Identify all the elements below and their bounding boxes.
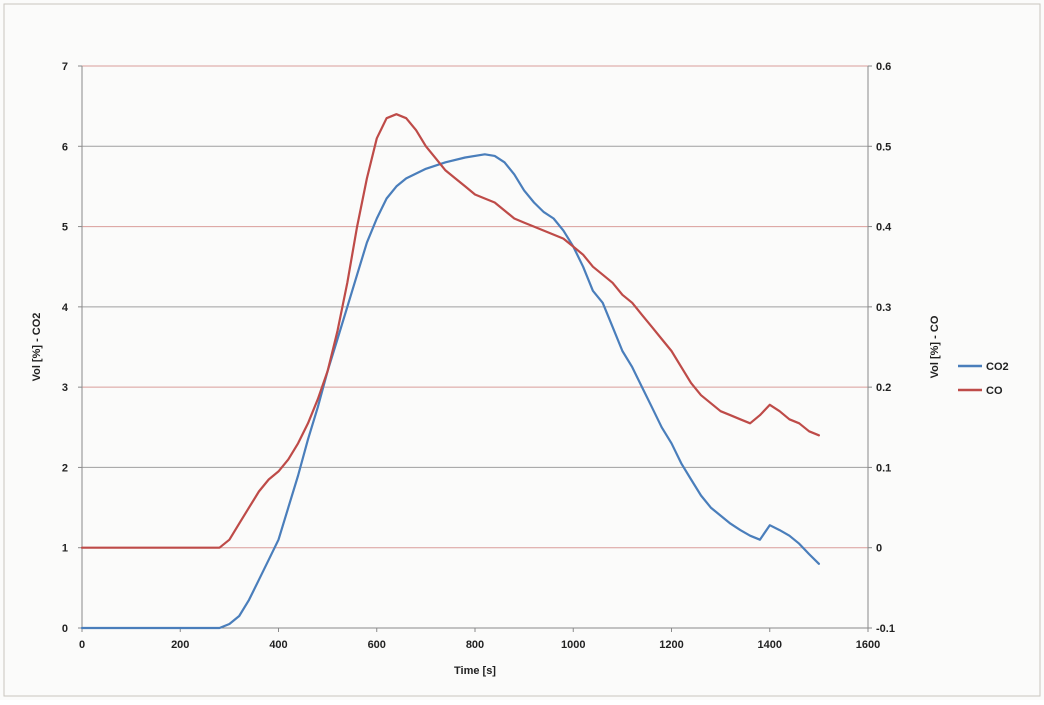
x-tick-label: 200 bbox=[171, 639, 189, 651]
y-left-tick-label: 0 bbox=[62, 623, 68, 635]
grid-layer bbox=[82, 65, 868, 549]
y-left-tick-label: 5 bbox=[62, 222, 68, 234]
y-left-tick-label: 6 bbox=[62, 141, 68, 153]
x-axis-title: Time [s] bbox=[454, 665, 496, 677]
y-right-tick-label: 0.2 bbox=[876, 382, 891, 394]
legend-layer: CO2 CO bbox=[958, 361, 1009, 397]
y-right-tick-label: 0.1 bbox=[876, 462, 891, 474]
y-left-tick-label: 1 bbox=[62, 543, 68, 555]
y-left-tick-label: 3 bbox=[62, 382, 68, 394]
x-tick-label: 0 bbox=[79, 639, 85, 651]
y-right-tick-label: -0.1 bbox=[876, 623, 895, 635]
y-right-tick-label: 0.4 bbox=[876, 222, 892, 234]
legend-label-co2: CO2 bbox=[986, 361, 1009, 373]
x-tick-label: 1000 bbox=[561, 639, 585, 651]
y-right-axis-title: Vol [%] - CO bbox=[929, 315, 941, 378]
y-right-tick-label: 0 bbox=[876, 543, 882, 555]
series-line-co2 bbox=[80, 153, 821, 630]
legend-label-co: CO bbox=[986, 385, 1003, 397]
y-right-tick-label: 0.3 bbox=[876, 302, 891, 314]
series-line-co bbox=[80, 113, 821, 549]
y-left-axis-title: Vol [%] - CO2 bbox=[31, 313, 43, 382]
x-tick-label: 800 bbox=[466, 639, 484, 651]
y-right-tick-label: 0.6 bbox=[876, 61, 891, 73]
x-tick-label: 400 bbox=[269, 639, 287, 651]
chart-border bbox=[3, 3, 1041, 697]
y-left-tick-label: 4 bbox=[62, 302, 69, 314]
x-tick-label: 1400 bbox=[758, 639, 782, 651]
y-left-tick-label: 2 bbox=[62, 462, 68, 474]
y-right-tick-label: 0.5 bbox=[876, 141, 891, 153]
x-tick-label: 600 bbox=[368, 639, 386, 651]
series-layer bbox=[80, 113, 821, 630]
axes-layer: 0 200 400 600 800 1000 1200 1400 1600 0 1 2 3 4 5 6 7 -0.… bbox=[62, 61, 895, 651]
y-left-tick-label: 7 bbox=[62, 61, 68, 73]
x-tick-label: 1600 bbox=[856, 639, 880, 651]
x-tick-label: 1200 bbox=[659, 639, 683, 651]
